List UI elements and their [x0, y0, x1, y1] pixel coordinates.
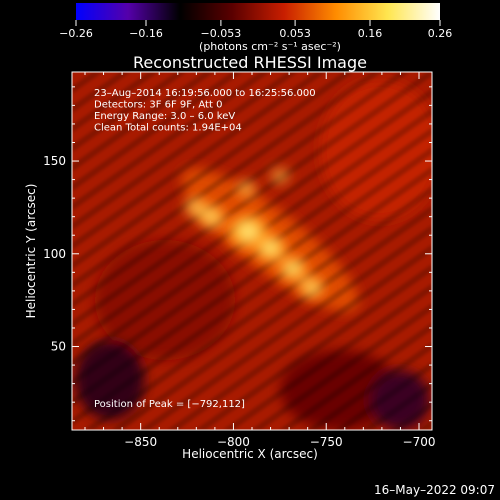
x-tick-label: −750 [310, 435, 343, 449]
x-axis-label: Heliocentric X (arcsec) [182, 447, 318, 461]
source-blob [294, 272, 329, 302]
info-block: 23–Aug–2014 16:19:56.000 to 16:25:56.000… [94, 88, 316, 134]
colorbar-tick-label: −0.053 [201, 27, 242, 40]
colorbar-tick-label: 0.26 [428, 27, 453, 40]
x-axis: −850 −800 −750 −700 [84, 72, 436, 449]
source-blob [181, 194, 212, 221]
y-tick-label: 100 [43, 247, 66, 261]
colorbar-ticks: −0.26 −0.16 −0.053 0.053 0.16 0.26 [59, 20, 452, 40]
source-blob [267, 165, 292, 187]
x-tick-label: −850 [124, 435, 157, 449]
y-tick-label: 150 [43, 154, 66, 168]
info-line: Energy Range: 3.0 – 6.0 keV [94, 111, 235, 122]
info-line: 23–Aug–2014 16:19:56.000 to 16:25:56.000 [94, 88, 316, 99]
colorbar-units: (photons cm⁻² s⁻¹ asec⁻²) [199, 40, 341, 53]
plot-title: Reconstructed RHESSI Image [133, 53, 367, 72]
y-tick-label: 50 [51, 340, 66, 354]
colorbar-tick-label: 0.053 [279, 27, 311, 40]
x-tick-label: −800 [217, 435, 250, 449]
colorbar [76, 3, 440, 20]
colorbar-tick-label: −0.16 [129, 27, 163, 40]
peak-position: Position of Peak = [−792,112] [94, 399, 245, 410]
heatmap [72, 72, 432, 430]
colorbar-tick-label: −0.26 [59, 27, 93, 40]
info-line: Detectors: 3F 6F 9F, Att 0 [94, 100, 222, 111]
footer-date: 16–May–2022 09:07 [374, 483, 495, 497]
y-axis-label: Heliocentric Y (arcsec) [24, 184, 38, 319]
source-blob [233, 177, 260, 200]
x-tick-label: −700 [403, 435, 436, 449]
colorbar-tick-label: 0.16 [358, 27, 383, 40]
info-line: Clean Total counts: 1.94E+04 [94, 123, 242, 134]
y-axis: 50 100 150 [43, 86, 432, 422]
